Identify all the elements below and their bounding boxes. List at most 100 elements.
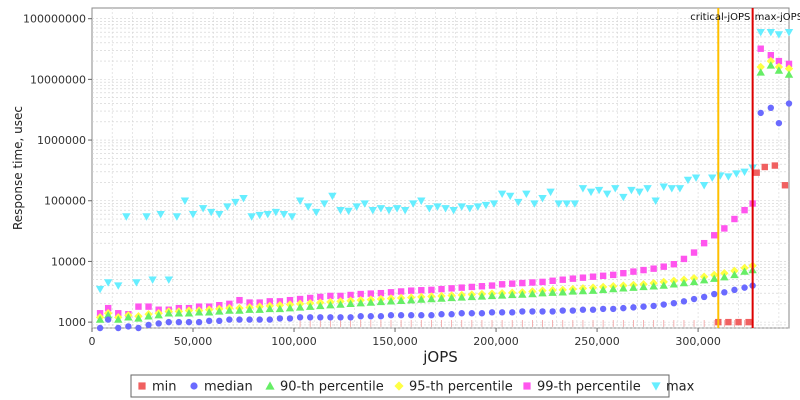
data-point [347,314,354,321]
data-point [337,292,344,300]
data-point [775,57,783,65]
data-point [320,200,329,208]
data-point [708,174,717,182]
data-point [316,301,325,310]
data-point [271,208,281,217]
data-point [767,104,775,112]
data-point [172,213,182,221]
data-point [578,185,588,193]
data-point [690,249,698,256]
data-point [114,282,123,290]
data-point [619,284,628,292]
data-point [467,292,477,301]
data-point [255,305,264,313]
data-point [407,295,416,304]
data-point [392,205,402,213]
data-point [367,290,374,297]
y-tick-label: 100000000 [23,13,86,26]
data-point [145,303,152,310]
data-point [730,270,739,279]
legend-symbol [265,381,275,390]
y-tick-label: 1000000 [37,134,86,147]
data-point [546,188,555,197]
data-point [377,289,385,297]
data-point [518,290,527,298]
legend-symbol [523,382,531,390]
data-point [352,203,361,211]
x-axis-ticks: 0 50,000 100,000 150,000 200,000 250,000 300,0… [89,328,721,348]
data-point [660,301,667,308]
data-point [473,203,483,211]
data-point [265,304,274,313]
data-point [635,188,644,197]
data-point [457,293,466,301]
data-point [367,313,374,320]
data-point [732,170,741,178]
data-point [487,291,497,300]
data-point [417,197,426,205]
marker-label: critical-jOPS [690,12,750,23]
data-point [438,285,445,293]
data-point [396,296,406,304]
data-point [741,206,748,214]
data-point [156,211,165,219]
data-point [710,274,719,282]
data-point [643,185,652,193]
data-point [204,308,214,316]
data-point [386,297,396,305]
data-point [344,207,353,216]
data-point [303,203,313,211]
data-point [428,286,435,294]
data-point [570,200,580,208]
x-tick-label: 300,000 [675,335,721,348]
data-point [441,205,450,213]
data-point [135,324,142,332]
data-point [670,261,678,268]
data-point [667,185,677,193]
data-point [774,66,784,74]
data-point [246,299,253,306]
data-point [132,279,141,287]
data-point [226,300,233,308]
data-point [95,315,105,323]
data-point [337,314,344,321]
data-point [756,28,765,37]
data-point [649,282,658,290]
data-point [164,309,173,317]
legend-label: max [666,380,695,395]
data-point [679,278,689,287]
data-point [689,277,699,286]
data-point [784,28,794,37]
legend-label: 90-th percentile [280,380,384,395]
data-point [180,197,190,205]
data-point [690,295,698,303]
data-point [287,213,297,221]
data-point [757,45,764,52]
x-tick-label: 150,000 [372,335,418,348]
data-point [306,314,314,321]
data-point [659,183,668,191]
data-point [568,287,578,295]
data-point [468,310,476,317]
data-point [529,308,536,315]
data-point [125,323,132,330]
data-point [246,316,253,323]
data-point [766,61,776,69]
y-axis-title: Response time, usec [11,106,25,230]
data-point [766,28,776,37]
series-max [95,28,794,294]
data-point [741,284,748,291]
data-point [720,272,729,281]
data-point [409,200,418,208]
data-point [771,162,779,169]
legend-symbol [394,381,404,391]
data-point [509,309,516,316]
data-point [767,52,775,59]
data-point [478,283,486,290]
data-point [630,268,637,275]
data-point [154,311,163,319]
data-point [357,290,364,298]
data-point [745,318,752,326]
data-point [785,60,793,68]
